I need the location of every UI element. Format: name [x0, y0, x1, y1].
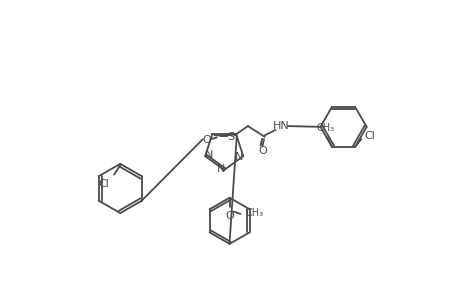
Text: N: N [217, 164, 225, 174]
Text: Cl: Cl [364, 131, 375, 141]
Text: HN: HN [273, 121, 290, 131]
Text: CH₃: CH₃ [316, 123, 334, 133]
Text: N: N [204, 150, 213, 161]
Text: Cl: Cl [98, 179, 109, 189]
Text: O: O [202, 135, 211, 145]
Text: O: O [257, 146, 266, 157]
Text: N: N [235, 152, 243, 162]
Text: CH₃: CH₃ [245, 208, 263, 218]
Text: O: O [225, 211, 234, 221]
Text: S: S [227, 132, 234, 142]
